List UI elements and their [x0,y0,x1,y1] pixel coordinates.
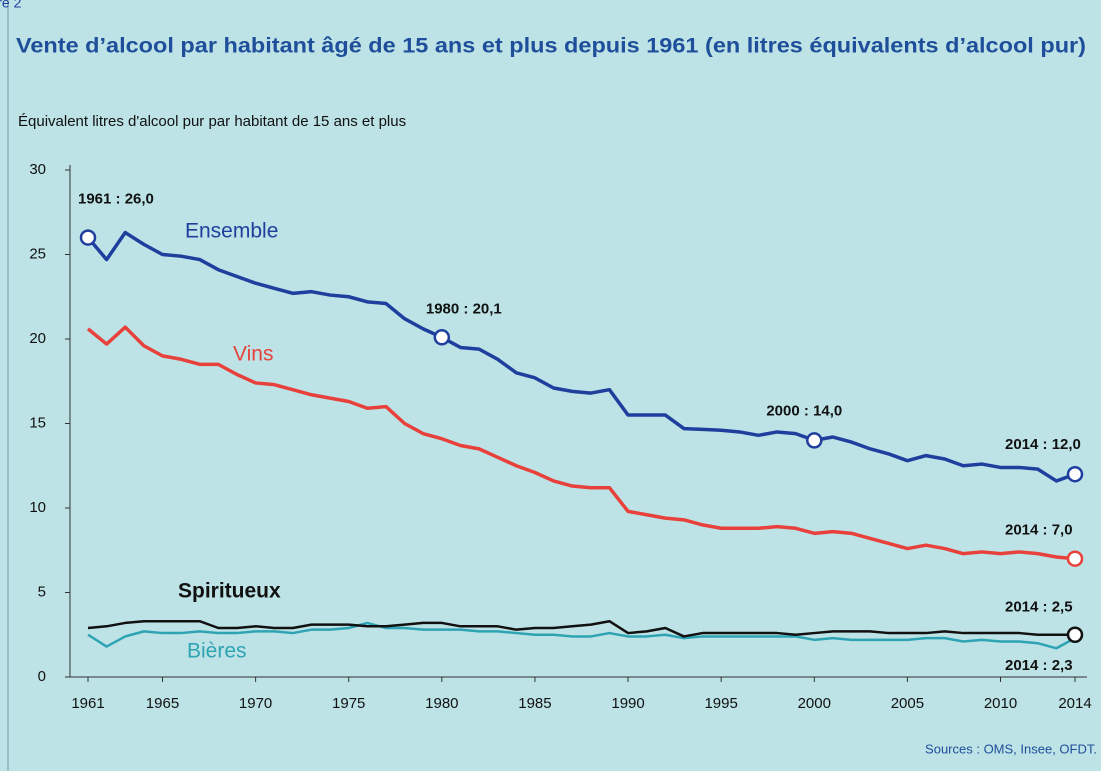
value-label: 1980 : 20,1 [426,300,502,317]
series-line [87,619,1075,638]
value-label: 1961 : 26,0 [78,191,154,208]
y-tick-label: 20 [29,330,46,347]
x-tick-label: 1985 [518,695,551,712]
series-label: Spiritueux [178,580,281,603]
x-tick-label: 1995 [704,695,737,712]
y-tick-label: 10 [29,499,46,516]
y-tick-label: 15 [29,414,46,431]
x-tick-label: 1990 [611,695,644,712]
y-tick-label: 0 [38,668,46,685]
series-label: Ensemble [185,220,278,243]
value-label: 2014 : 12,0 [1005,436,1081,453]
point-marker [1066,465,1084,483]
point-marker [806,432,823,449]
point-marker [1066,550,1084,567]
series-label: Bières [187,640,247,663]
value-label: 2014 : 2,5 [1005,599,1073,616]
x-tick-label: 1970 [239,695,272,712]
x-tick-label: 1961 [71,695,104,712]
x-tick-label: 2010 [984,695,1017,712]
x-tick-label: 1975 [332,695,365,712]
chart-title: Vente d’alcool par habitant âgé de 15 an… [16,35,1086,58]
figure-label: Figure 2 [0,0,22,11]
point-marker [433,329,451,346]
point-marker [79,229,97,246]
series-line [87,621,1076,650]
x-tick-label: 1965 [146,695,179,712]
y-axis-label: Équivalent litres d'alcool pur par habit… [18,113,406,130]
value-label: 2014 : 7,0 [1005,522,1073,539]
x-tick-label: 1980 [425,695,458,712]
point-marker [1066,626,1084,643]
y-tick-label: 5 [38,583,46,600]
x-tick-label: 2005 [891,695,924,712]
x-tick-label: 2000 [798,695,831,712]
source: Sources : OMS, Insee, OFDT. [925,741,1097,756]
series-label: Vins [233,343,273,366]
series-line [86,325,1076,561]
value-label: 2014 : 2,3 [1005,657,1073,674]
series-line [86,230,1076,483]
y-tick-label: 30 [29,161,46,178]
x-tick-label: 2014 [1058,695,1091,712]
value-label: 2000 : 14,0 [766,402,842,419]
y-tick-label: 25 [29,245,46,262]
